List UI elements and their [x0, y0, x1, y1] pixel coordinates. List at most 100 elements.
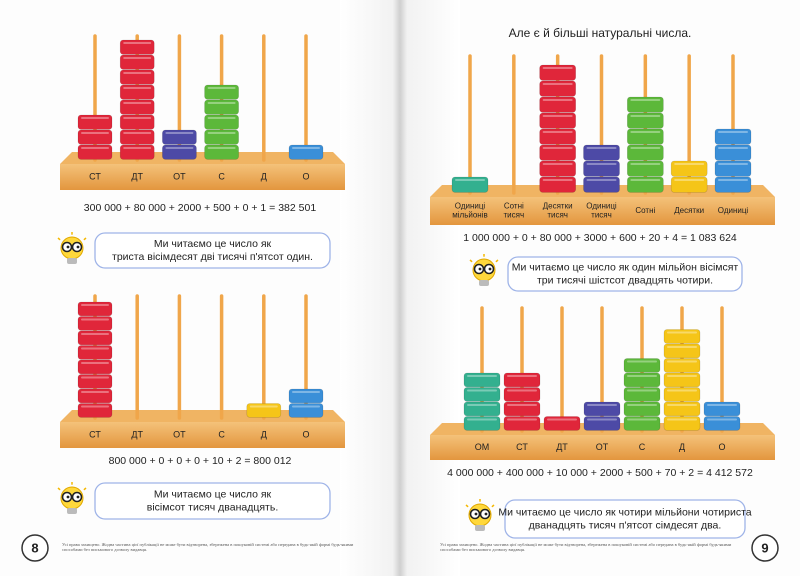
rod-label: Одиниці: [586, 202, 617, 211]
bulb-base: [67, 508, 77, 514]
bead-shine: [123, 147, 152, 149]
bead: [670, 160, 708, 177]
rod-label: тисяч: [591, 211, 612, 220]
rod-label: СТ: [89, 429, 101, 439]
bead: [204, 129, 239, 145]
rod-label: ДТ: [131, 429, 143, 439]
bead-stack: [670, 160, 708, 193]
bead-shine: [667, 375, 697, 377]
bead: [539, 112, 576, 129]
bead: [627, 112, 664, 129]
footer-text: Усі права захищено. Жодна частина цієї п…: [440, 542, 732, 552]
bead: [463, 387, 501, 402]
page-number: 9: [761, 540, 768, 555]
bead: [77, 403, 113, 418]
bead-shine: [667, 360, 697, 363]
bead-shine: [123, 132, 152, 134]
bead: [77, 359, 113, 375]
bead: [703, 416, 741, 431]
bead-shine: [455, 179, 485, 181]
bulb-base: [67, 258, 77, 264]
bead-shine: [547, 418, 577, 421]
bead-shine: [674, 179, 705, 181]
bead: [583, 176, 620, 193]
rod-label: Сотні: [635, 206, 655, 215]
page-number-right: 9: [751, 534, 779, 562]
reading-text: Ми читаємо це число як один мільйон вісі…: [512, 261, 739, 273]
equation: 300 000 + 80 000 + 2000 + 500 + 0 + 1 = …: [84, 202, 317, 214]
bead: [288, 388, 324, 404]
bead-stack: [623, 358, 661, 431]
bead-shine: [81, 304, 109, 306]
page-number: 8: [31, 540, 38, 555]
rod-label: ДТ: [131, 171, 143, 181]
ray: [469, 259, 473, 263]
bead-stack: [463, 372, 501, 431]
bulb-icon: [57, 482, 87, 514]
bead-stack: [77, 301, 113, 418]
bead: [623, 358, 661, 373]
bead-shine: [718, 131, 748, 133]
bead-stack: [246, 403, 282, 418]
bead-shine: [542, 147, 573, 149]
abacus: СТ ДТ ОТ С Д О: [60, 34, 345, 190]
bead-shine: [207, 147, 236, 149]
bead: [623, 401, 661, 417]
footer-right: Усі права захищено. Жодна частина цієї п…: [440, 542, 732, 552]
abacus: ОМ СТ ДТ ОТ С Д О: [430, 306, 775, 460]
bead-shine: [123, 117, 152, 119]
rod-label: С: [218, 429, 225, 439]
rod-label: Десятки: [543, 202, 573, 211]
bead: [77, 388, 113, 404]
bead-shine: [207, 87, 236, 89]
bead-shine: [542, 115, 573, 117]
bead: [77, 129, 113, 145]
bead-stack: [204, 84, 239, 160]
rod-label: мільйонів: [452, 211, 487, 220]
bead: [663, 343, 701, 359]
bead-shine: [718, 179, 748, 181]
bead: [204, 114, 239, 130]
bead: [627, 144, 664, 161]
plank-front: [60, 422, 345, 448]
rod-label: Сотні: [504, 202, 524, 211]
ray: [57, 487, 61, 491]
bulb-icon: [469, 254, 499, 286]
bead-stack: [77, 114, 113, 160]
reading-text: три тисячі шістсот двадцять чотири.: [537, 274, 713, 286]
rod-label: С: [639, 442, 646, 452]
bead-shine: [165, 132, 194, 134]
equation: 4 000 000 + 400 000 + 10 000 + 2000 + 50…: [447, 467, 753, 479]
footer-left: Усі права захищено. Жодна частина цієї п…: [62, 542, 353, 552]
bead-stack: [288, 144, 324, 160]
bead: [119, 144, 155, 160]
bead-shine: [630, 163, 661, 165]
bead: [623, 387, 661, 402]
plank-front: [60, 164, 345, 190]
bead-shine: [586, 147, 617, 149]
bead-shine: [587, 418, 617, 421]
abacus: ОдиницімільйонівСотнітисячДесяткитисячОд…: [430, 54, 775, 225]
reading-box: [94, 482, 331, 520]
ray: [83, 487, 87, 491]
bead-shine: [542, 179, 573, 181]
bead: [119, 39, 155, 55]
bead: [663, 416, 701, 431]
eye: [76, 245, 80, 249]
bead-stack: [162, 129, 197, 160]
reading-text: вісімсот тисяч дванадцять.: [147, 501, 279, 513]
bead: [119, 84, 155, 100]
bead-shine: [507, 375, 537, 377]
bead-shine: [718, 147, 748, 149]
bead-stack: [543, 416, 581, 431]
bead: [623, 372, 661, 388]
bead: [714, 128, 752, 145]
bead: [539, 80, 576, 97]
bead-shine: [467, 375, 497, 377]
bead-shine: [81, 147, 109, 149]
bead: [627, 128, 664, 145]
bead: [119, 99, 155, 115]
bead-stack: [703, 401, 741, 431]
bead-shine: [249, 405, 278, 408]
bead: [77, 114, 113, 130]
